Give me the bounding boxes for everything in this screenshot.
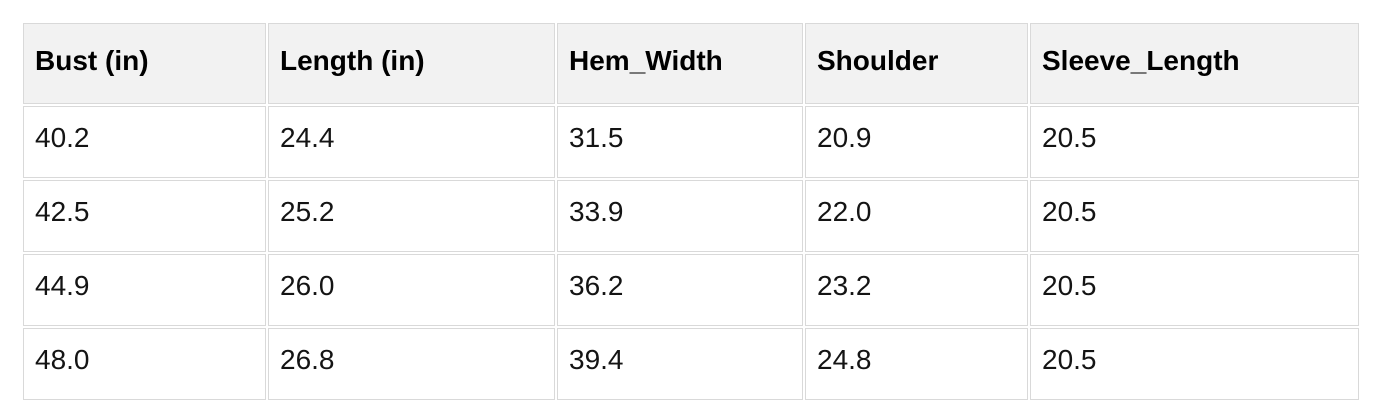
table-cell: 23.2 [805,254,1028,326]
table-cell: 42.5 [23,180,266,252]
table-cell: 20.5 [1030,254,1359,326]
table-cell: 20.5 [1030,106,1359,178]
table-cell: 20.9 [805,106,1028,178]
table-cell: 22.0 [805,180,1028,252]
table-row: 42.5 25.2 33.9 22.0 20.5 [23,180,1359,252]
column-header-hem-width: Hem_Width [557,23,803,104]
table-row: 40.2 24.4 31.5 20.9 20.5 [23,106,1359,178]
table-cell: 33.9 [557,180,803,252]
table-cell: 44.9 [23,254,266,326]
table-header-row: Bust (in) Length (in) Hem_Width Shoulder… [23,23,1359,104]
table-cell: 36.2 [557,254,803,326]
table-cell: 39.4 [557,328,803,400]
table-cell: 24.8 [805,328,1028,400]
column-header-length: Length (in) [268,23,555,104]
table-cell: 25.2 [268,180,555,252]
measurement-table: Bust (in) Length (in) Hem_Width Shoulder… [21,21,1361,402]
table-row: 48.0 26.8 39.4 24.8 20.5 [23,328,1359,400]
table-row: 44.9 26.0 36.2 23.2 20.5 [23,254,1359,326]
size-chart-container: Bust (in) Length (in) Hem_Width Shoulder… [21,21,1361,402]
table-body: 40.2 24.4 31.5 20.9 20.5 42.5 25.2 33.9 … [23,106,1359,400]
table-cell: 48.0 [23,328,266,400]
column-header-shoulder: Shoulder [805,23,1028,104]
table-cell: 24.4 [268,106,555,178]
table-cell: 20.5 [1030,328,1359,400]
column-header-bust: Bust (in) [23,23,266,104]
table-cell: 31.5 [557,106,803,178]
table-cell: 20.5 [1030,180,1359,252]
column-header-sleeve-length: Sleeve_Length [1030,23,1359,104]
table-cell: 40.2 [23,106,266,178]
table-cell: 26.8 [268,328,555,400]
table-cell: 26.0 [268,254,555,326]
